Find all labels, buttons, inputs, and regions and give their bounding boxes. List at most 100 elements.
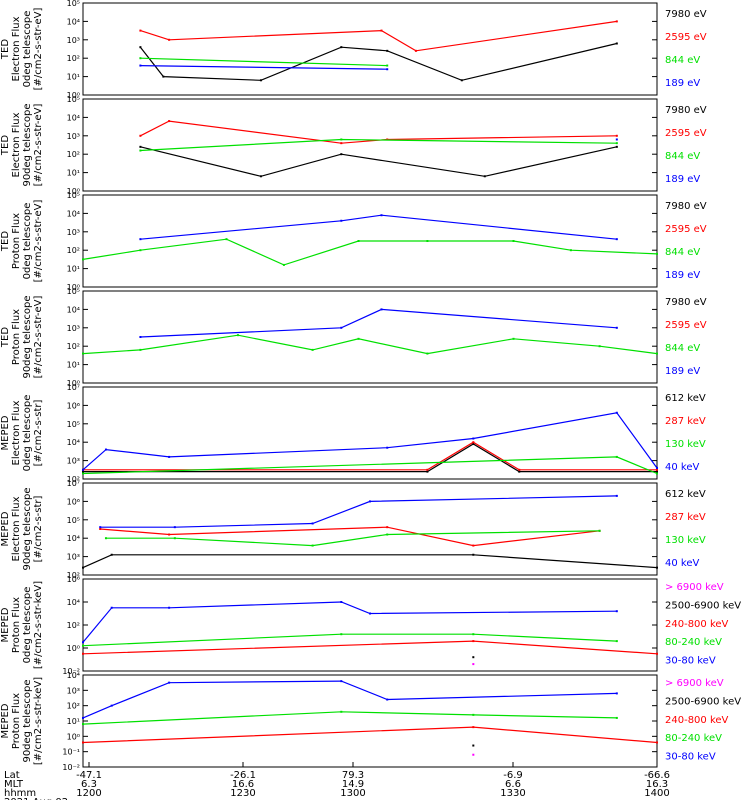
y-tick-label: 10⁻² [62,667,80,676]
series-line [82,601,617,643]
data-point [656,466,658,469]
data-point [615,455,618,458]
data-point [311,544,314,547]
data-point [139,46,142,49]
y-tick-label: 10¹ [67,361,80,370]
series-line [82,726,658,744]
footer-row-label: MLT [4,779,24,790]
data-point [104,448,107,451]
footer-tick-label: 1200 [76,788,101,799]
data-point [615,640,618,643]
data-point [615,42,618,45]
data-point [386,446,389,449]
y-axis-label: [#/cm2-s-str-keV] [33,581,44,669]
y-axis-label: [#/cm2-s-str-eV] [33,104,44,187]
y-tick-label: 10⁶ [67,575,80,584]
y-tick-label: 10² [67,54,80,63]
data-point [518,468,521,471]
y-tick-label: 10³ [67,36,80,45]
footer-tick-label: 1300 [340,788,365,799]
data-point [426,240,429,242]
data-point [168,120,171,123]
y-tick-label: 10⁰ [67,644,80,653]
y-tick-label: 10⁴ [67,17,80,26]
y-tick-label: 10⁷ [67,383,80,392]
legend-entry: 7980 eV [665,9,707,20]
data-point [598,529,601,532]
series-line [100,495,617,528]
y-tick-label: 10⁻¹ [62,748,80,757]
y-axis-label: TED [0,327,11,348]
data-point [139,249,142,252]
data-point [311,522,314,525]
y-axis-label: Proton Flux [11,693,22,749]
data-point [472,753,475,756]
data-point [173,526,176,529]
y-tick-label: 10⁴ [67,305,80,314]
data-point [472,633,475,636]
y-tick-label: 10³ [67,457,80,466]
y-tick-label: 10² [67,571,80,580]
footer-tick-label: -6.9 [503,770,523,781]
data-point [110,704,113,707]
data-point [82,641,84,644]
data-point [139,145,142,148]
data-point [82,716,84,719]
data-point [386,68,389,71]
data-point [598,345,601,348]
y-tick-label: 10² [67,621,80,630]
y-tick-label: 10⁵ [67,0,80,8]
legend-entry: 844 eV [665,247,700,258]
legend-entry: 30-80 keV [665,752,716,763]
data-point [656,652,658,655]
legend-entry: 240-800 keV [665,619,729,630]
y-axis-label: [#/cm2-s-str] [33,399,44,466]
legend-entry: 844 eV [665,55,700,66]
panel-frame [82,290,658,384]
data-point [104,537,107,540]
y-axis-label: Electron Flux [11,496,22,561]
y-tick-label: 10⁶ [67,497,80,506]
data-point [139,29,142,32]
y-tick-label: 10¹ [67,73,80,82]
series-line [82,334,658,355]
series-line [106,530,600,547]
y-tick-label: 10¹ [67,717,80,726]
y-tick-label: 10² [67,702,80,711]
legend-entry: 189 eV [665,174,700,185]
data-point [472,663,475,666]
data-point [110,553,113,556]
data-point [82,470,84,473]
y-tick-label: 10¹ [67,169,80,178]
data-point [426,352,429,355]
series-line [140,138,617,152]
y-tick-label: 10⁰ [67,732,80,741]
data-point [380,308,383,311]
data-point [472,640,475,643]
data-point [259,175,262,178]
footer-tick-label: 1230 [230,788,255,799]
data-point [340,680,343,683]
data-point [168,38,171,41]
footer-row-label: hhmm [4,788,36,799]
legend-entry: 287 keV [665,416,706,427]
data-point [615,326,618,329]
series-line [140,57,388,67]
y-axis-label: 0deg telescope [22,203,33,280]
y-tick-label: 10³ [67,553,80,562]
series-line [140,214,617,240]
data-point [369,612,371,615]
y-tick-label: 10⁰ [67,379,80,388]
legend-entry: 2595 eV [665,128,707,139]
legend-entry: 2595 eV [665,224,707,235]
y-tick-label: 10⁴ [67,598,80,607]
legend-entry: 189 eV [665,78,700,89]
y-axis-label: [#/cm2-s-str-eV] [33,8,44,91]
data-point [311,348,314,351]
data-point [472,744,475,747]
y-tick-label: 10² [67,150,80,159]
footer-tick-label: -66.6 [644,770,670,781]
data-point [357,337,360,340]
y-tick-label: 10⁶ [67,401,80,410]
data-point [82,723,84,726]
